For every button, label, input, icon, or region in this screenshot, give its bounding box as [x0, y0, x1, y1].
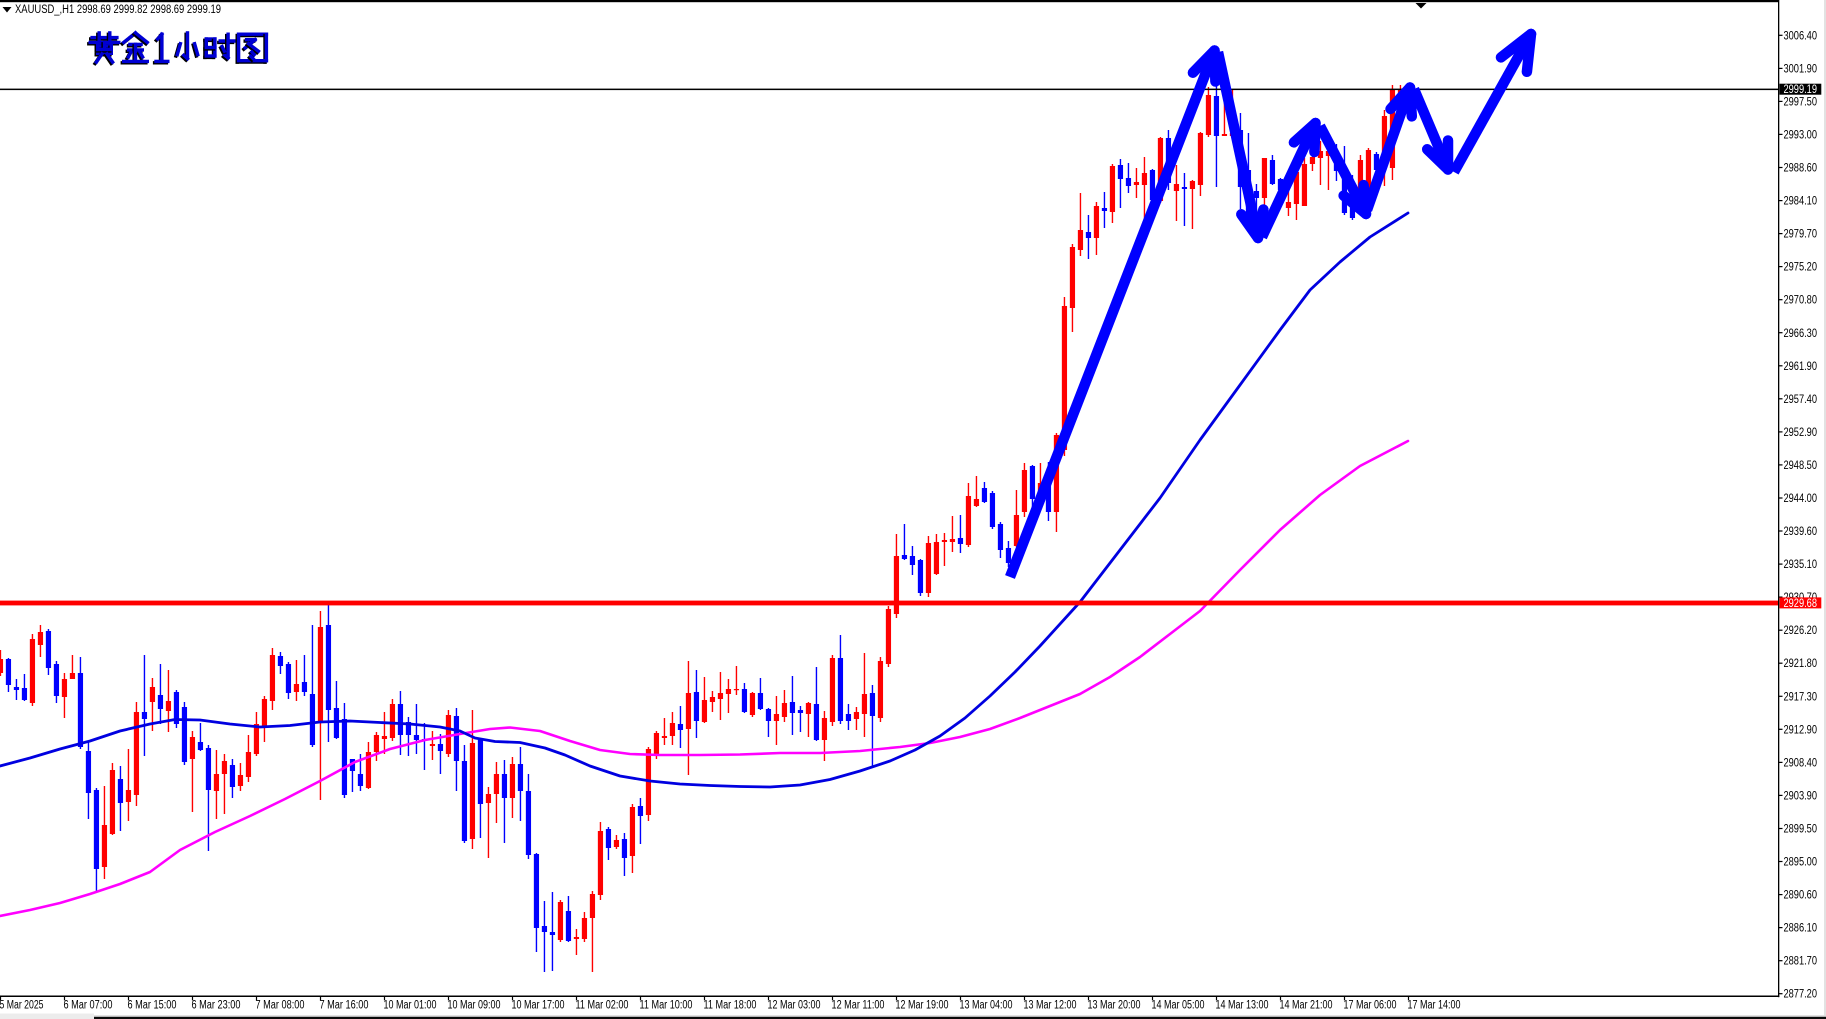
svg-text:2952.90: 2952.90: [1784, 427, 1818, 439]
svg-text:2881.70: 2881.70: [1784, 956, 1818, 968]
svg-text:2939.60: 2939.60: [1784, 526, 1818, 538]
svg-text:2899.50: 2899.50: [1784, 824, 1818, 836]
svg-text:2926.20: 2926.20: [1784, 625, 1818, 637]
svg-text:14 Mar 05:00: 14 Mar 05:00: [1152, 1000, 1205, 1012]
svg-text:2975.20: 2975.20: [1784, 262, 1818, 274]
svg-text:2957.40: 2957.40: [1784, 394, 1818, 406]
svg-text:6 Mar 23:00: 6 Mar 23:00: [192, 1000, 241, 1012]
svg-text:2988.60: 2988.60: [1784, 163, 1818, 175]
svg-text:10 Mar 09:00: 10 Mar 09:00: [448, 1000, 501, 1012]
svg-text:2917.30: 2917.30: [1784, 691, 1818, 703]
svg-text:2948.50: 2948.50: [1784, 460, 1818, 472]
svg-text:11 Mar 18:00: 11 Mar 18:00: [704, 1000, 757, 1012]
svg-text:2961.90: 2961.90: [1784, 361, 1818, 373]
svg-text:12 Mar 03:00: 12 Mar 03:00: [768, 1000, 821, 1012]
svg-text:2935.10: 2935.10: [1784, 559, 1818, 571]
svg-text:2993.00: 2993.00: [1784, 129, 1818, 141]
svg-text:7 Mar 08:00: 7 Mar 08:00: [256, 1000, 305, 1012]
svg-text:2997.50: 2997.50: [1784, 96, 1818, 108]
svg-text:2895.00: 2895.00: [1784, 857, 1818, 869]
svg-text:11 Mar 02:00: 11 Mar 02:00: [576, 1000, 629, 1012]
svg-text:2979.70: 2979.70: [1784, 229, 1818, 241]
svg-text:2944.00: 2944.00: [1784, 493, 1818, 505]
svg-text:12 Mar 19:00: 12 Mar 19:00: [896, 1000, 949, 1012]
svg-text:2970.80: 2970.80: [1784, 295, 1818, 307]
svg-text:5 Mar 2025: 5 Mar 2025: [0, 1000, 44, 1012]
svg-text:12 Mar 11:00: 12 Mar 11:00: [832, 1000, 885, 1012]
svg-text:17 Mar 06:00: 17 Mar 06:00: [1344, 1000, 1397, 1012]
svg-text:10 Mar 01:00: 10 Mar 01:00: [384, 1000, 437, 1012]
svg-text:6 Mar 07:00: 6 Mar 07:00: [64, 1000, 113, 1012]
svg-text:2966.30: 2966.30: [1784, 328, 1818, 340]
svg-text:10 Mar 17:00: 10 Mar 17:00: [512, 1000, 565, 1012]
svg-text:3006.40: 3006.40: [1784, 30, 1818, 42]
svg-text:2912.90: 2912.90: [1784, 724, 1818, 736]
svg-text:13 Mar 04:00: 13 Mar 04:00: [960, 1000, 1013, 1012]
svg-text:XAUUSD_,H1 2998.69 2999.82 29: XAUUSD_,H1 2998.69 2999.82 2998.69 2999.…: [15, 4, 221, 16]
svg-text:7 Mar 16:00: 7 Mar 16:00: [320, 1000, 369, 1012]
svg-text:17 Mar 14:00: 17 Mar 14:00: [1408, 1000, 1461, 1012]
svg-text:14 Mar 21:00: 14 Mar 21:00: [1280, 1000, 1333, 1012]
svg-text:11 Mar 10:00: 11 Mar 10:00: [640, 1000, 693, 1012]
svg-text:2908.40: 2908.40: [1784, 757, 1818, 769]
svg-text:2886.10: 2886.10: [1784, 923, 1818, 935]
svg-text:13 Mar 20:00: 13 Mar 20:00: [1088, 1000, 1141, 1012]
svg-text:2999.19: 2999.19: [1784, 84, 1818, 96]
svg-text:2877.20: 2877.20: [1784, 989, 1818, 1001]
svg-text:2921.80: 2921.80: [1784, 658, 1818, 670]
svg-text:13 Mar 12:00: 13 Mar 12:00: [1024, 1000, 1077, 1012]
svg-text:3001.90: 3001.90: [1784, 63, 1818, 75]
svg-text:2890.60: 2890.60: [1784, 890, 1818, 902]
svg-text:2903.90: 2903.90: [1784, 790, 1818, 802]
svg-text:14 Mar 13:00: 14 Mar 13:00: [1216, 1000, 1269, 1012]
svg-text:2929.68: 2929.68: [1784, 598, 1818, 610]
svg-text:6 Mar 15:00: 6 Mar 15:00: [128, 1000, 177, 1012]
svg-text:2984.10: 2984.10: [1784, 196, 1818, 208]
